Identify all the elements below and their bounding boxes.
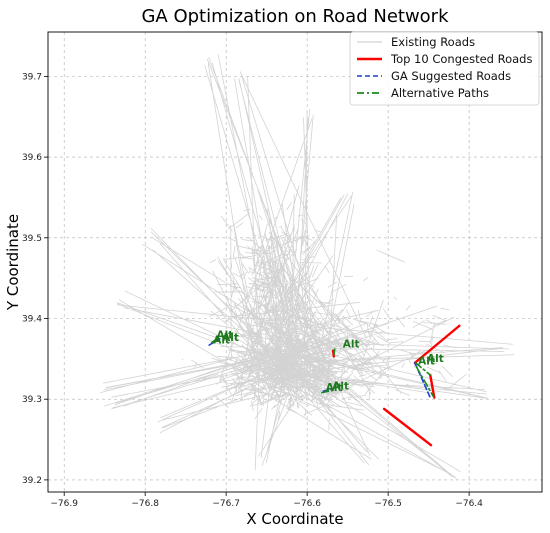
x-tick-label: −76.9 xyxy=(50,499,78,509)
highlight-series-layer xyxy=(208,324,461,447)
alt-annotation: Alt xyxy=(216,330,233,342)
alt-annotation: Alt xyxy=(418,355,435,367)
x-tick-label: −76.7 xyxy=(212,499,240,509)
alt-annotation: Alt xyxy=(343,339,360,351)
chart-title: GA Optimization on Road Network xyxy=(141,6,449,27)
congested-road xyxy=(413,324,461,365)
alt-annotation: Alt xyxy=(326,382,343,394)
y-tick-label: 39.7 xyxy=(22,72,42,82)
alt-annotation: Alt xyxy=(427,353,444,365)
alt-annotation: Alt xyxy=(213,335,230,347)
x-tick-label: −76.5 xyxy=(374,499,402,509)
alternative-path xyxy=(210,337,219,344)
plot-border xyxy=(47,31,543,493)
x-tick-label: −76.4 xyxy=(455,499,483,509)
x-tick-label: −76.8 xyxy=(131,499,159,509)
alternative-path xyxy=(333,348,336,356)
x-axis-label: X Coordinate xyxy=(246,510,343,528)
alternative-path xyxy=(320,389,334,394)
axis-ticks: −76.9 −76.8 −76.7 −76.6 −76.5 −76.4 39.2 39.3 39… xyxy=(22,72,483,509)
ga-suggested-road xyxy=(208,337,221,346)
y-tick-label: 39.3 xyxy=(22,395,42,405)
alt-annotation: Alt xyxy=(222,332,239,344)
y-tick-label: 39.6 xyxy=(22,153,42,163)
y-tick-label: 39.5 xyxy=(22,234,42,244)
ga-suggested-road xyxy=(322,388,333,392)
legend-label-ga: GA Suggested Roads xyxy=(391,69,511,83)
y-tick-label: 39.2 xyxy=(22,476,42,486)
legend-box xyxy=(349,31,540,106)
legend-label-congested: Top 10 Congested Roads xyxy=(390,52,532,66)
congested-road xyxy=(382,407,433,447)
congested-road xyxy=(429,373,436,399)
x-tick-label: −76.6 xyxy=(293,499,321,509)
y-tick-label: 39.4 xyxy=(22,314,42,324)
y-axis-label: Y Coordinate xyxy=(4,214,22,311)
legend-label-existing: Existing Roads xyxy=(391,35,475,49)
alternative-path xyxy=(414,362,432,376)
existing-roads xyxy=(99,54,515,480)
legend-label-alt: Alternative Paths xyxy=(391,86,489,100)
legend: Existing Roads Top 10 Congested Roads GA… xyxy=(349,31,540,106)
alt-annotation: Alt xyxy=(332,381,349,393)
existing-roads-layer xyxy=(99,54,515,480)
ga-suggested-road xyxy=(414,362,432,399)
alternative-path xyxy=(415,366,435,398)
